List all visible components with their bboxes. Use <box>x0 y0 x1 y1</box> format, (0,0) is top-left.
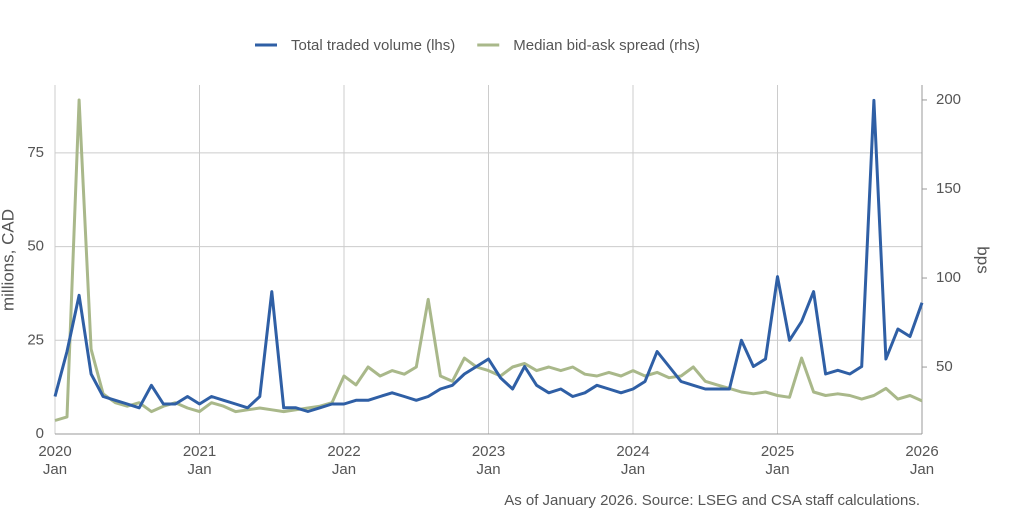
x-tick-label: 2026 Jan <box>905 443 939 478</box>
y2-tick-label: 200 <box>936 91 961 108</box>
y2-tick-label: 50 <box>936 358 953 375</box>
x-tick-label: 2025 Jan <box>760 443 795 478</box>
y-axis-label: millions, CAD <box>0 209 17 311</box>
legend-label: Total traded volume (lhs) <box>291 37 455 54</box>
x-tick-label: 2022 Jan <box>327 443 361 478</box>
y2-tick-label: 150 <box>936 180 961 197</box>
series-line <box>53 98 924 413</box>
y-tick-label: 25 <box>27 331 44 348</box>
series-line <box>54 98 923 422</box>
source-note: As of January 2026. Source: LSEG and CSA… <box>504 492 920 509</box>
legend-label: Median bid-ask spread (rhs) <box>513 37 700 54</box>
x-tick-label: 2020 Jan <box>38 443 72 478</box>
x-tick-label: 2023 Jan <box>471 443 506 478</box>
y2-axis-label: bps <box>974 246 993 273</box>
y-tick-label: 75 <box>27 144 44 161</box>
x-tick-label: 2024 Jan <box>616 443 650 478</box>
y-tick-label: 50 <box>27 238 44 255</box>
x-tick-label: 2021 Jan <box>182 443 217 478</box>
y-tick-label: 0 <box>36 425 44 442</box>
y2-tick-label: 100 <box>936 269 961 286</box>
